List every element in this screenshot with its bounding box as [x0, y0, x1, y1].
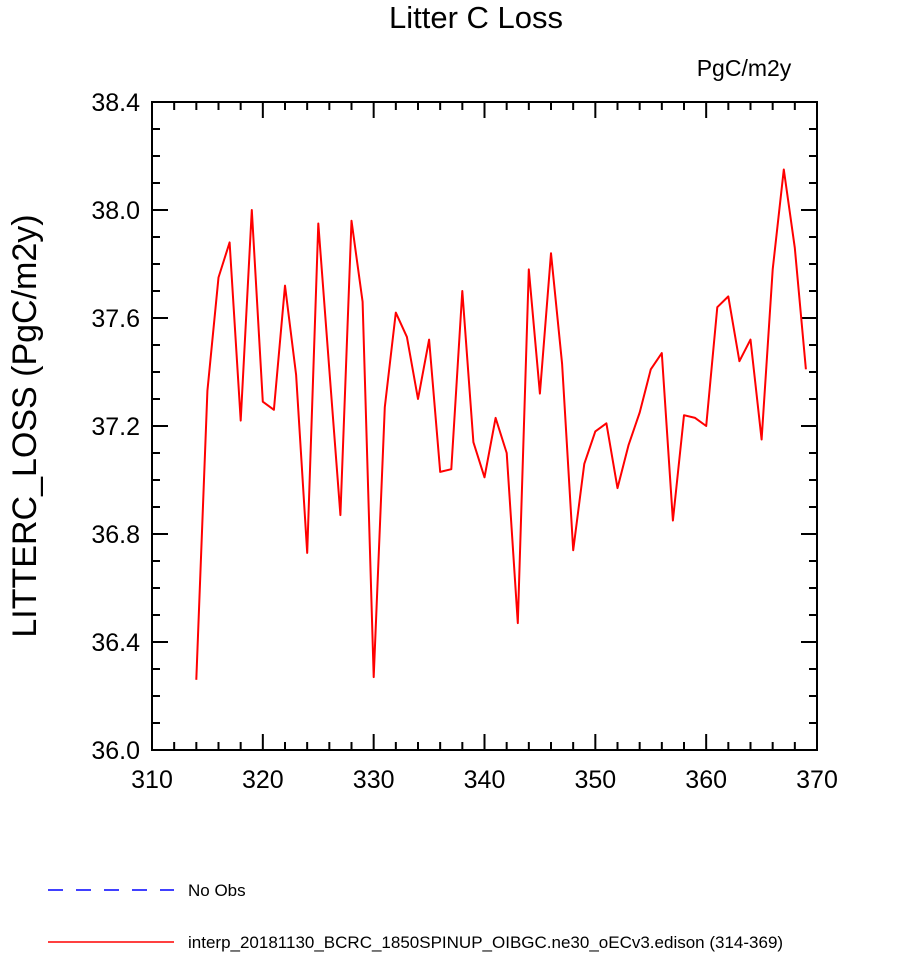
x-tick-label: 360	[685, 766, 727, 794]
y-tick-label: 38.0	[91, 197, 140, 225]
chart-title: Litter C Loss	[389, 0, 563, 35]
y-tick-label: 38.4	[91, 89, 140, 117]
y-axis-label: LITTERC_LOSS (PgC/m2y)	[6, 214, 44, 637]
y-tick-label: 37.2	[91, 413, 140, 441]
x-tick-label: 370	[796, 766, 838, 794]
legend-label: No Obs	[188, 881, 246, 900]
plot-frame	[151, 101, 818, 751]
axis-ticks	[151, 101, 818, 751]
series-layer	[195, 168, 807, 680]
x-tick-label: 320	[242, 766, 284, 794]
units-label: PgC/m2y	[697, 55, 792, 81]
x-tick-label: 350	[574, 766, 616, 794]
legend-label: interp_20181130_BCRC_1850SPINUP_OIBGC.ne…	[188, 933, 783, 952]
y-tick-label: 37.6	[91, 305, 140, 333]
tick-labels: 310 320 330 340 350 360 370 36.0 36.4 36.8 37.2 37.…	[91, 89, 838, 794]
y-tick-label: 36.4	[91, 629, 140, 657]
legend: No Obs interp_20181130_BCRC_1850SPINUP_OI…	[48, 881, 783, 952]
y-tick-label: 36.8	[91, 521, 140, 549]
y-tick-label: 36.0	[91, 737, 140, 765]
x-tick-label: 340	[464, 766, 506, 794]
x-tick-label: 330	[353, 766, 395, 794]
series-line	[195, 168, 807, 680]
x-tick-label: 310	[131, 766, 173, 794]
